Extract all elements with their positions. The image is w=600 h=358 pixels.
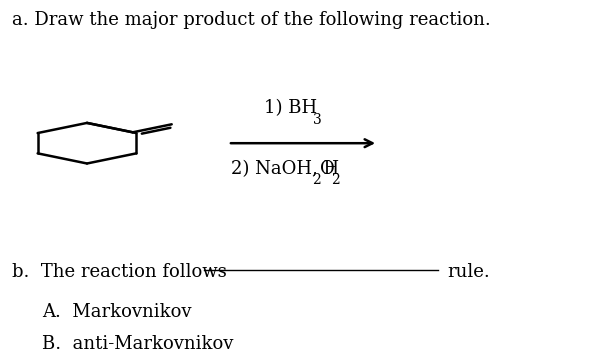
Text: B.  anti-Markovnikov: B. anti-Markovnikov bbox=[42, 335, 233, 353]
Text: b.  The reaction follows: b. The reaction follows bbox=[12, 263, 227, 281]
Text: 3: 3 bbox=[313, 112, 322, 126]
Text: 2: 2 bbox=[331, 173, 340, 187]
Text: A.  Markovnikov: A. Markovnikov bbox=[42, 303, 191, 320]
Text: 1) BH: 1) BH bbox=[264, 99, 317, 117]
Text: O: O bbox=[320, 160, 335, 178]
Text: rule.: rule. bbox=[447, 263, 490, 281]
Text: 2) NaOH, H: 2) NaOH, H bbox=[231, 160, 339, 178]
Text: a. Draw the major product of the following reaction.: a. Draw the major product of the followi… bbox=[12, 11, 491, 29]
Text: 2: 2 bbox=[312, 173, 321, 187]
